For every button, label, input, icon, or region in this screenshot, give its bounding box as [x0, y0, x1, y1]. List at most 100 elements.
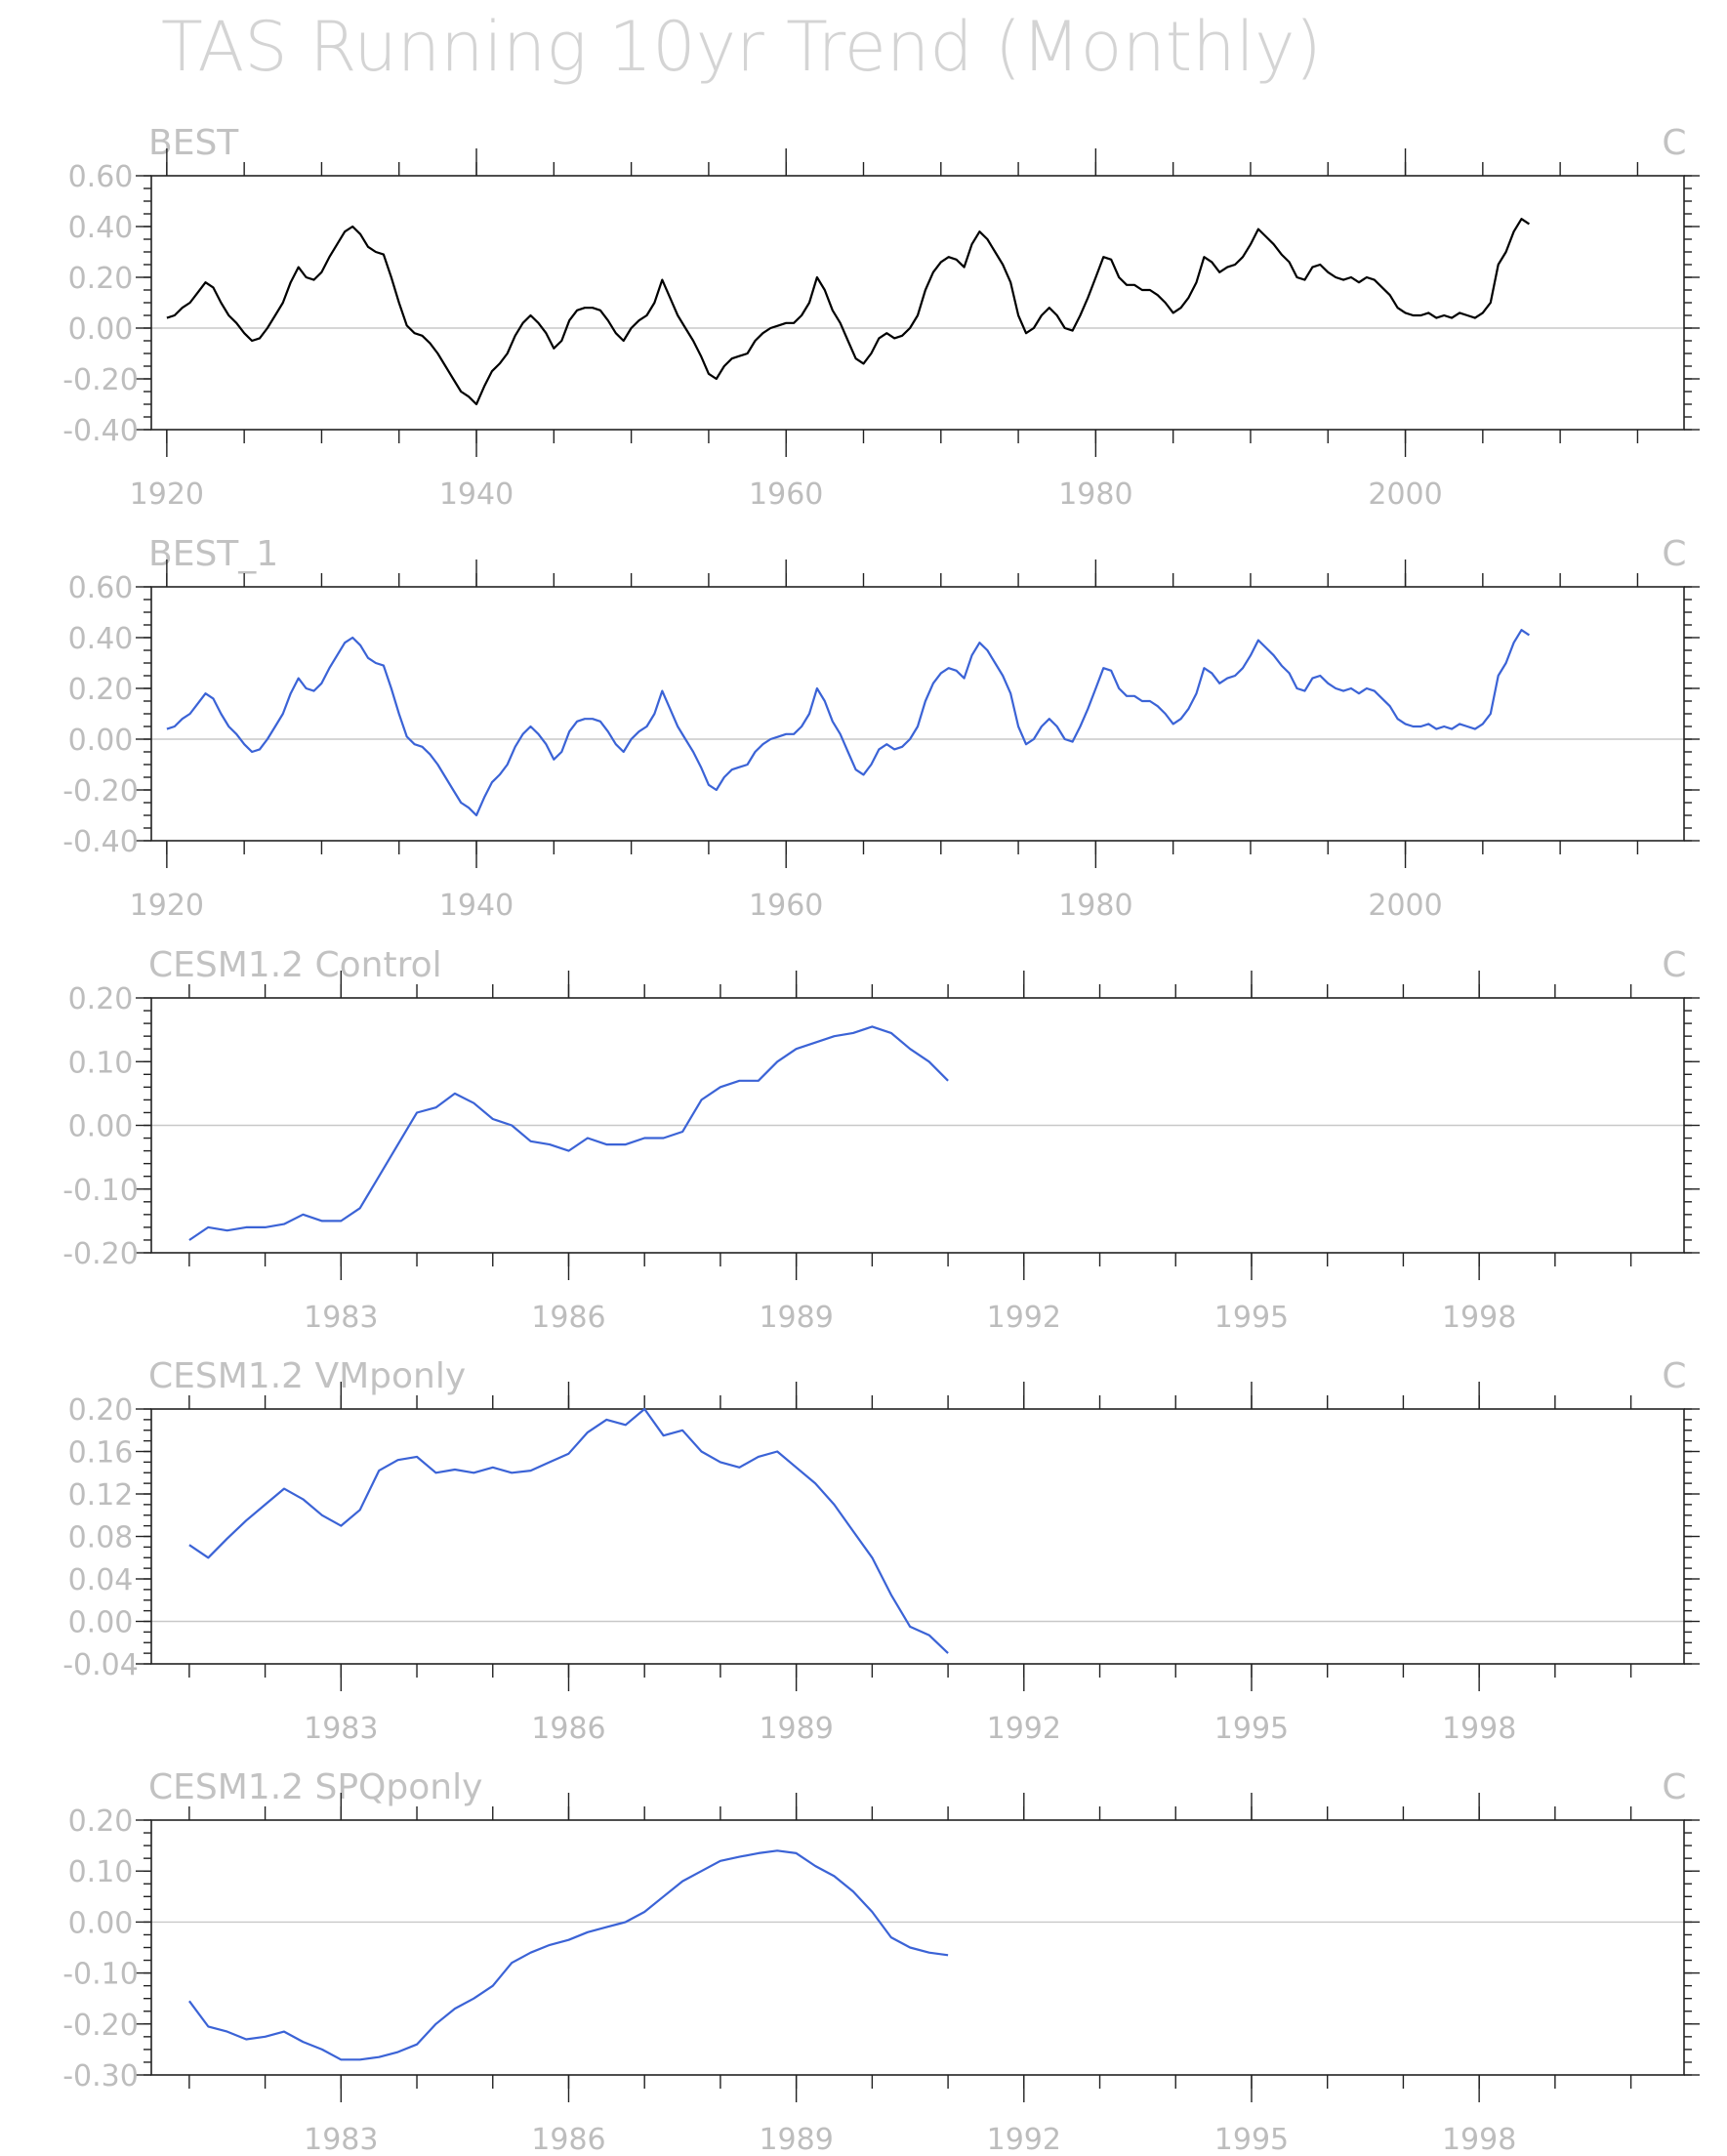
data-point — [435, 1472, 437, 1473]
data-point — [909, 1626, 911, 1628]
data-point — [391, 687, 392, 689]
data-point — [383, 254, 385, 256]
data-point — [928, 1060, 930, 1062]
data-point — [893, 338, 895, 340]
data-point — [422, 746, 424, 748]
data-point — [785, 322, 787, 324]
data-point — [1226, 267, 1228, 269]
x-tick-label: 1986 — [531, 2123, 605, 2156]
data-point — [1413, 314, 1415, 316]
data-point — [166, 317, 168, 319]
data-point — [251, 751, 253, 753]
data-point — [1443, 726, 1445, 727]
data-point — [1149, 289, 1151, 291]
data-point — [1088, 708, 1090, 710]
data-point — [1451, 728, 1453, 730]
data-point — [776, 1060, 778, 1062]
data-point — [863, 363, 865, 365]
data-point — [321, 271, 323, 273]
data-point — [731, 768, 733, 770]
data-point — [1204, 256, 1206, 258]
x-tick-label: 1992 — [987, 2123, 1061, 2156]
data-point — [549, 1462, 551, 1464]
data-point — [499, 363, 501, 365]
y-tick-label: 0.60 — [68, 160, 134, 194]
y-tick-label: 0.04 — [68, 1563, 134, 1597]
data-point — [460, 391, 462, 393]
x-tick-label: 1986 — [531, 1301, 605, 1335]
data-point — [643, 1408, 645, 1410]
data-point — [747, 764, 749, 766]
data-point — [1482, 724, 1484, 726]
data-point — [684, 327, 686, 329]
data-point — [739, 355, 741, 357]
data-point — [351, 637, 353, 639]
data-point — [625, 1922, 627, 1924]
data-point — [1025, 743, 1027, 745]
data-point — [1350, 276, 1352, 278]
data-point — [251, 340, 253, 342]
data-point — [662, 279, 664, 281]
data-point — [971, 243, 973, 245]
data-point — [1180, 718, 1182, 720]
data-point — [398, 302, 400, 304]
data-point — [321, 2049, 323, 2051]
data-point — [606, 1419, 608, 1421]
data-point — [283, 1223, 285, 1225]
data-point — [663, 1434, 665, 1436]
data-point — [1204, 667, 1206, 669]
data-point — [1381, 698, 1383, 700]
data-point — [909, 327, 911, 329]
data-point — [1466, 726, 1468, 727]
data-point — [643, 1911, 645, 1913]
data-point — [755, 340, 757, 342]
data-point — [1017, 314, 1019, 316]
data-point — [723, 776, 725, 778]
data-point — [816, 687, 818, 689]
data-point — [522, 733, 524, 735]
data-point — [723, 365, 725, 367]
data-point — [378, 2056, 380, 2058]
data-point — [1196, 281, 1198, 283]
plot-frame — [150, 586, 1685, 842]
x-tick-label: 1992 — [987, 1712, 1061, 1746]
data-point — [197, 292, 199, 294]
plot-frame — [150, 1408, 1685, 1665]
data-point — [1234, 675, 1236, 677]
data-point — [398, 713, 400, 715]
data-point — [1126, 695, 1128, 697]
x-tick-label: 1980 — [1058, 889, 1132, 923]
y-tick-label: 0.10 — [68, 1046, 134, 1080]
data-point — [1474, 728, 1476, 730]
y-tick-label: 0.20 — [68, 262, 134, 296]
data-point — [847, 751, 849, 753]
data-point — [816, 276, 818, 278]
data-point — [758, 1852, 760, 1854]
data-point — [677, 726, 678, 727]
data-point — [259, 749, 261, 751]
data-point — [1513, 230, 1515, 232]
data-point — [584, 307, 586, 309]
data-point — [554, 759, 555, 761]
x-tick-label: 2000 — [1368, 477, 1442, 512]
data-point — [1397, 718, 1399, 720]
data-point — [606, 1143, 608, 1145]
data-point — [473, 1998, 475, 2000]
x-tick-label: 1992 — [987, 1301, 1061, 1335]
data-point — [1289, 262, 1291, 264]
data-point — [758, 1456, 760, 1458]
data-point — [739, 1856, 741, 1858]
data-point — [1358, 281, 1360, 283]
data-point — [587, 1138, 589, 1140]
data-point — [414, 743, 416, 745]
data-point — [708, 784, 710, 786]
data-point — [1490, 713, 1492, 715]
data-point — [205, 281, 207, 283]
data-point — [468, 807, 470, 808]
data-point — [669, 708, 671, 710]
data-point — [1312, 267, 1314, 269]
data-point — [341, 1221, 343, 1223]
data-point — [341, 2059, 343, 2061]
data-point — [1521, 218, 1523, 220]
data-point — [1250, 243, 1252, 245]
